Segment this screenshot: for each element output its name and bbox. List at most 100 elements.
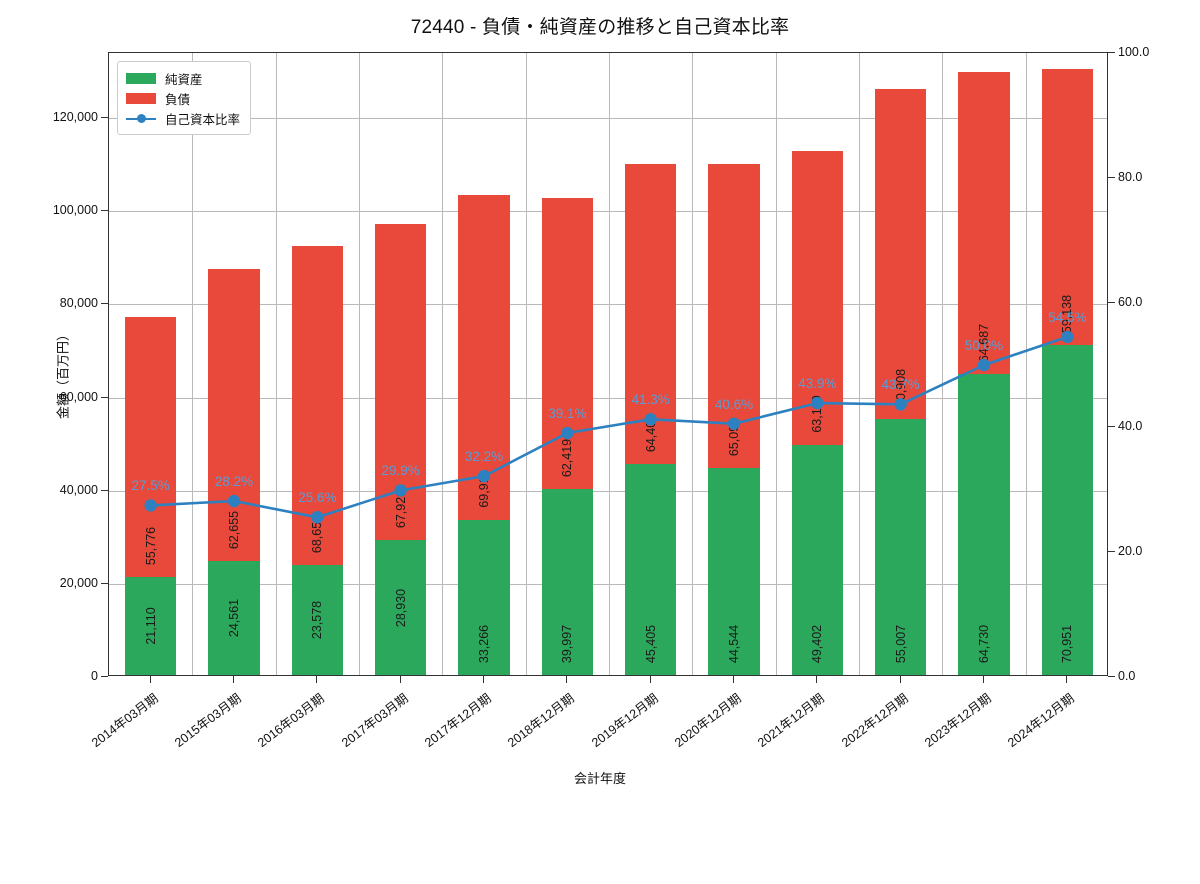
- bar-group[interactable]: 45,405 64,408: [624, 163, 677, 675]
- y-axis-right-tick-mark: [1108, 301, 1115, 303]
- bar-segment-liabilities[interactable]: 70,908: [874, 88, 927, 419]
- gridline-horizontal: [109, 397, 1107, 399]
- ratio-value-label: 43.7%: [881, 377, 920, 393]
- chart-legend[interactable]: 純資産 負債 自己資本比率: [117, 61, 252, 135]
- x-axis-tick-mark: [566, 676, 568, 683]
- gridline-vertical: [442, 53, 444, 675]
- ratio-data-point[interactable]: [644, 413, 657, 426]
- bar-segment-liabilities[interactable]: 64,687: [958, 72, 1010, 374]
- bar-segment-equity[interactable]: 55,007: [874, 418, 927, 675]
- legend-swatch-equity-icon: [126, 72, 156, 84]
- y-axis-right-tick-label: 100.0: [1118, 45, 1150, 59]
- y-axis-right-tick-label: 80.0: [1118, 169, 1143, 184]
- y-axis-right-tick-mark: [1108, 551, 1115, 553]
- bar-segment-equity[interactable]: 23,578: [291, 565, 344, 675]
- y-axis-left-tick-mark: [101, 489, 108, 491]
- x-axis-tick-mark: [483, 676, 484, 683]
- gridline-vertical: [942, 53, 944, 675]
- gridline-horizontal: [109, 304, 1107, 306]
- legend-swatch-liabilities-icon: [126, 92, 156, 104]
- y-axis-right-tick-label: 40.0: [1118, 419, 1143, 434]
- y-axis-left-tick-label: 60,000: [59, 389, 98, 404]
- x-axis-tick-mark: [399, 676, 401, 683]
- ratio-data-point[interactable]: [311, 511, 324, 524]
- y-axis-left-tick-mark: [101, 210, 108, 212]
- bar-group[interactable]: 70,951 59,138: [1041, 69, 1094, 675]
- bar-group[interactable]: 24,561 62,655: [208, 268, 260, 675]
- y-axis-left-tick-mark: [101, 582, 108, 584]
- ratio-value-label: 39.1%: [548, 406, 587, 422]
- ratio-value-label: 25.6%: [298, 490, 337, 506]
- y-axis-left-tick-label: 40,000: [59, 482, 98, 497]
- x-axis-tick-mark: [983, 676, 984, 683]
- legend-item-liabilities[interactable]: 負債: [126, 88, 240, 108]
- gridline-vertical: [192, 53, 194, 675]
- bar-group[interactable]: 44,544 65,090: [708, 164, 760, 675]
- bar-segment-equity[interactable]: 39,997: [541, 488, 594, 675]
- gridline-vertical: [1025, 53, 1027, 675]
- bar-segment-equity[interactable]: 70,951: [1041, 344, 1094, 675]
- ratio-value-label: 29.9%: [381, 463, 420, 479]
- bar-segment-equity[interactable]: 28,930: [374, 540, 427, 675]
- legend-swatch-equity-ratio-icon: [126, 113, 156, 124]
- y-axis-left-tick-label: 120,000: [52, 110, 98, 125]
- x-axis-title: 会計年度: [573, 771, 626, 786]
- bar-segment-equity[interactable]: 24,561: [208, 560, 260, 675]
- gridline-vertical: [692, 53, 694, 675]
- ratio-data-point[interactable]: [1061, 330, 1074, 344]
- bar-segment-liabilities[interactable]: 55,776: [124, 316, 177, 577]
- bar-segment-equity[interactable]: 44,544: [708, 467, 760, 675]
- x-axis-tick-mark: [816, 676, 818, 683]
- ratio-value-label: 54.5%: [1048, 309, 1087, 325]
- bar-group[interactable]: 64,730 64,687: [958, 72, 1010, 675]
- gridline-vertical: [859, 53, 860, 675]
- ratio-value-label: 50.0%: [964, 338, 1004, 353]
- bar-segment-equity[interactable]: 64,730: [958, 373, 1010, 675]
- y-axis-right-tick-mark: [1108, 676, 1115, 677]
- bar-group[interactable]: 49,402 63,119: [791, 151, 844, 675]
- bar-group[interactable]: 55,007 70,908: [874, 88, 927, 675]
- y-axis-left-tick-label: 0: [91, 669, 98, 683]
- ratio-value-label: 40.6%: [714, 396, 754, 412]
- gridline-horizontal: [109, 211, 1107, 213]
- ratio-data-point[interactable]: [477, 469, 491, 483]
- ratio-data-point[interactable]: [227, 494, 241, 508]
- bar-segment-liabilities[interactable]: 62,419: [541, 198, 594, 489]
- bar-group[interactable]: 39,997 62,419: [541, 198, 594, 675]
- ratio-value-label: 32.2%: [464, 449, 504, 465]
- bar-segment-equity[interactable]: 45,405: [624, 463, 677, 675]
- gridline-vertical: [275, 53, 277, 675]
- ratio-line-layer: [144, 330, 1074, 524]
- ratio-data-point[interactable]: [144, 499, 157, 512]
- legend-label-equity-ratio: 自己資本比率: [165, 112, 241, 127]
- ratio-data-point[interactable]: [394, 484, 407, 497]
- bar-segment-liabilities[interactable]: 65,090: [708, 164, 760, 468]
- y-axis-right-tick-mark: [1108, 426, 1115, 428]
- gridline-vertical: [525, 53, 527, 675]
- y-axis-left-tick-label: 20,000: [59, 575, 98, 590]
- bar-segment-liabilities[interactable]: 63,119: [791, 151, 844, 445]
- bar-segment-equity[interactable]: 49,402: [791, 444, 844, 675]
- y-axis-left-tick-mark: [101, 117, 108, 119]
- legend-label-equity: 純資産: [165, 72, 203, 87]
- ratio-data-point[interactable]: [811, 396, 824, 410]
- y-axis-left-tick-mark: [101, 303, 108, 305]
- ratio-data-point[interactable]: [561, 426, 574, 440]
- ratio-value-label: 27.5%: [131, 478, 170, 494]
- gridline-horizontal: [109, 583, 1107, 585]
- y-axis-right-tick-label: 60.0: [1118, 294, 1143, 309]
- bar-segment-equity[interactable]: 33,266: [458, 520, 510, 675]
- ratio-data-point[interactable]: [894, 398, 907, 411]
- ratio-data-point[interactable]: [727, 417, 741, 430]
- ratio-line-path: [149, 335, 1069, 519]
- bar-segment-equity[interactable]: 21,110: [124, 576, 177, 675]
- legend-item-equity-ratio[interactable]: 自己資本比率: [126, 108, 240, 128]
- bar-segment-liabilities[interactable]: 59,138: [1041, 69, 1094, 345]
- ratio-data-point[interactable]: [977, 358, 991, 372]
- bar-segment-liabilities[interactable]: 62,655: [208, 268, 260, 561]
- bar-group[interactable]: 21,110 55,776: [124, 316, 177, 675]
- legend-item-equity[interactable]: 純資産: [126, 68, 240, 88]
- y-axis-left-tick-mark: [101, 396, 108, 398]
- legend-label-liabilities: 負債: [165, 92, 191, 107]
- ratio-value-label: 41.3%: [631, 392, 670, 408]
